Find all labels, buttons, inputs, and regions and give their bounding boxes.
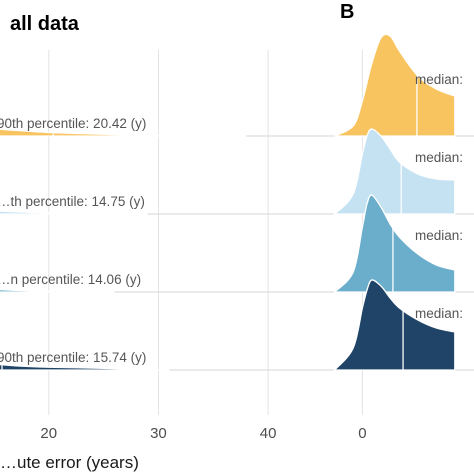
x-axis-title: …ute error (years) bbox=[0, 453, 139, 472]
percentile-label: …th percentile: 14.75 (y) bbox=[0, 194, 145, 209]
median-label: median: bbox=[415, 306, 463, 321]
density-ridge bbox=[0, 363, 170, 371]
panel-b-plot: 0 median: median: median: median: bbox=[307, 33, 474, 442]
density-ridge bbox=[333, 194, 456, 293]
x-tick-label: 0 bbox=[358, 425, 366, 442]
density-ridge bbox=[0, 288, 115, 293]
panel-a-plot: 20 30 40 90th percentile: 20.42 (y) …th perc… bbox=[0, 50, 323, 442]
median-label: median: bbox=[415, 72, 463, 87]
density-ridge bbox=[334, 33, 456, 137]
panel-b-label: B bbox=[340, 1, 354, 23]
x-tick-label: 20 bbox=[40, 425, 57, 442]
median-label: median: bbox=[415, 150, 463, 165]
panel-a-title: all data bbox=[10, 13, 80, 35]
percentile-label: 90th percentile: 20.42 (y) bbox=[0, 116, 146, 131]
density-ridge bbox=[0, 210, 148, 215]
median-label: median: bbox=[415, 228, 463, 243]
x-tick-label: 40 bbox=[260, 425, 277, 442]
density-ridge bbox=[0, 128, 247, 137]
density-ridge bbox=[333, 128, 456, 215]
percentile-label: 90th percentile: 15.74 (y) bbox=[0, 350, 146, 365]
percentile-label: …n percentile: 14.06 (y) bbox=[0, 272, 141, 287]
density-ridge bbox=[333, 279, 456, 371]
x-tick-label: 30 bbox=[150, 425, 167, 442]
